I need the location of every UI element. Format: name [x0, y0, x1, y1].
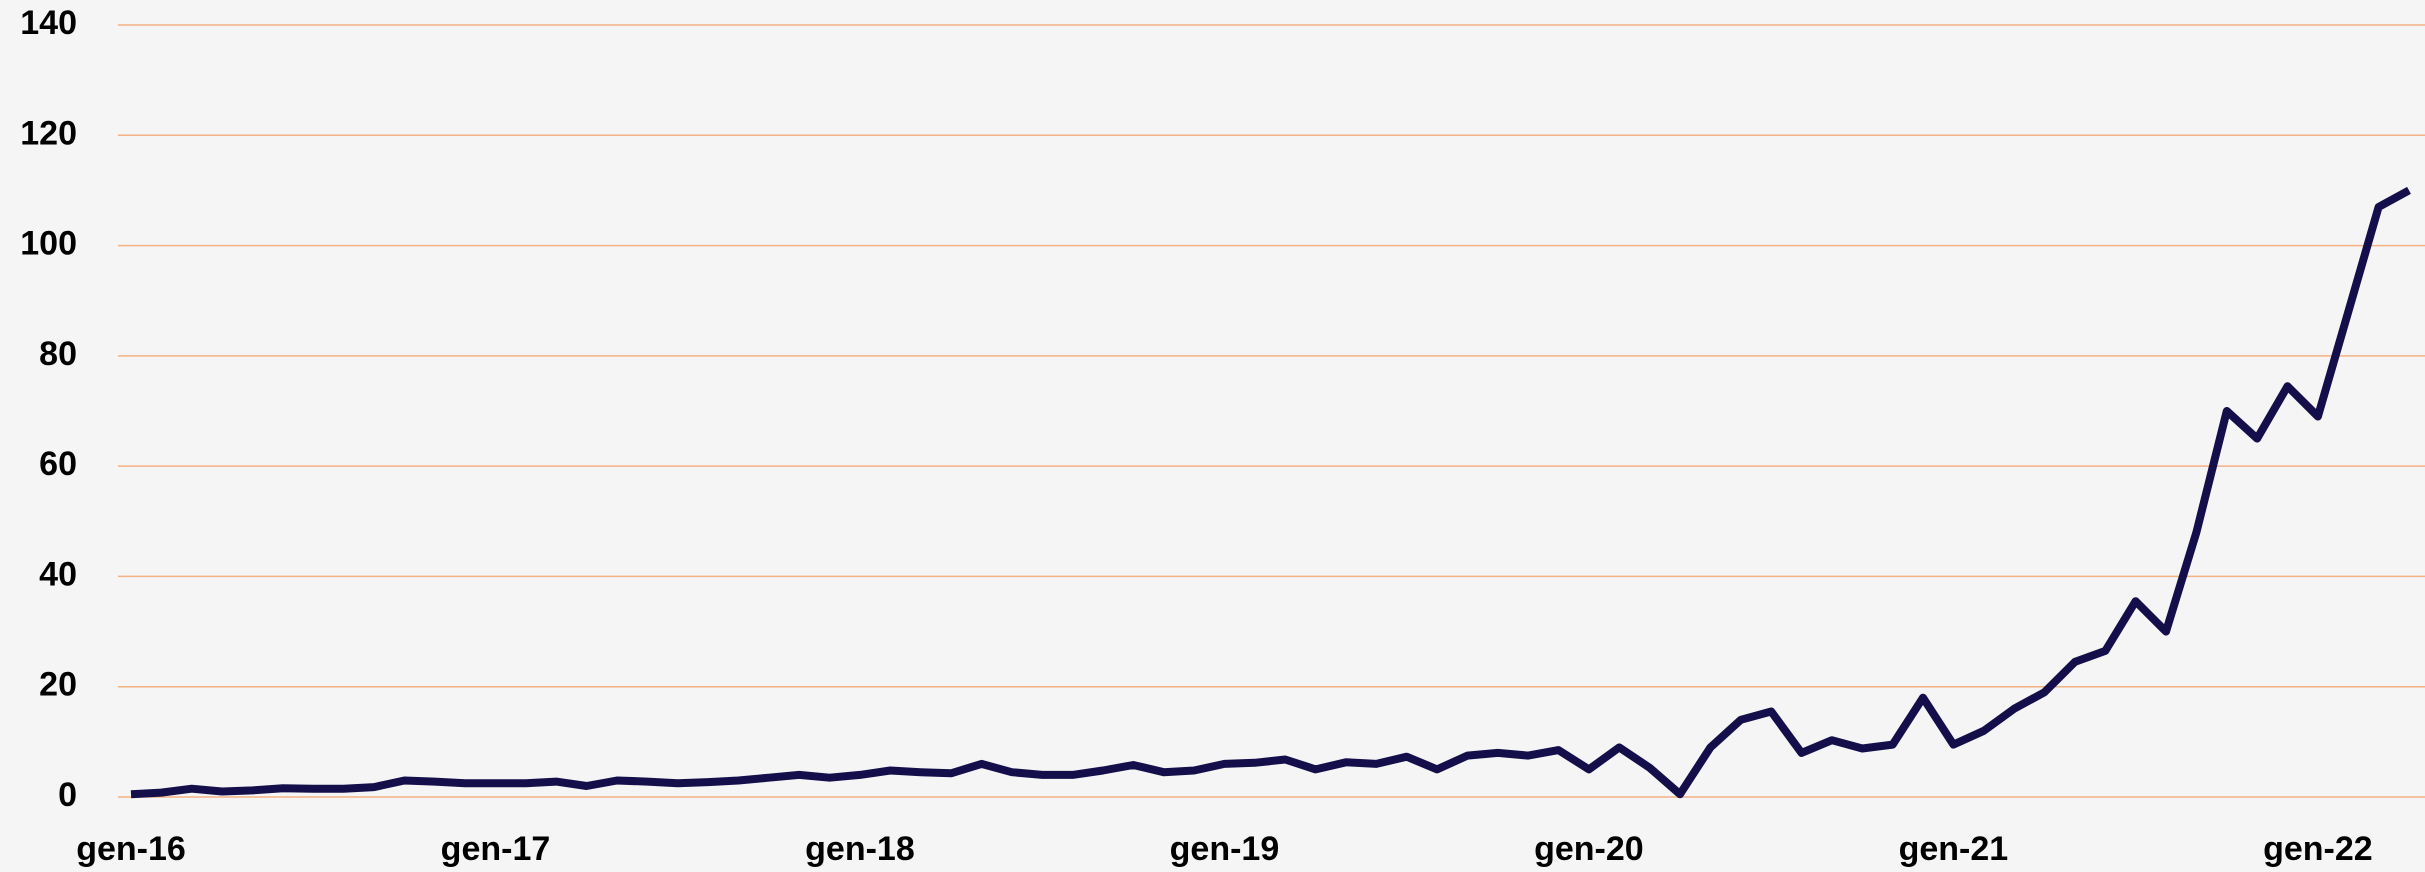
- y-tick-label: 120: [20, 114, 77, 152]
- x-tick-label: gen-20: [1534, 830, 1644, 868]
- x-tick-label: gen-16: [76, 830, 186, 868]
- y-tick-label: 40: [39, 555, 77, 593]
- y-tick-label: 80: [39, 335, 77, 373]
- y-tick-label: 0: [58, 776, 77, 814]
- y-tick-label: 60: [39, 445, 77, 483]
- x-tick-label: gen-19: [1170, 830, 1280, 868]
- y-tick-label: 20: [39, 666, 77, 704]
- y-tick-label: 140: [20, 4, 77, 42]
- x-tick-label: gen-21: [1899, 830, 2009, 868]
- y-tick-label: 100: [20, 225, 77, 263]
- x-tick-label: gen-18: [805, 830, 915, 868]
- data-line: [130, 186, 2411, 799]
- x-tick-label: gen-17: [441, 830, 551, 868]
- x-tick-label: gen-22: [2263, 830, 2373, 868]
